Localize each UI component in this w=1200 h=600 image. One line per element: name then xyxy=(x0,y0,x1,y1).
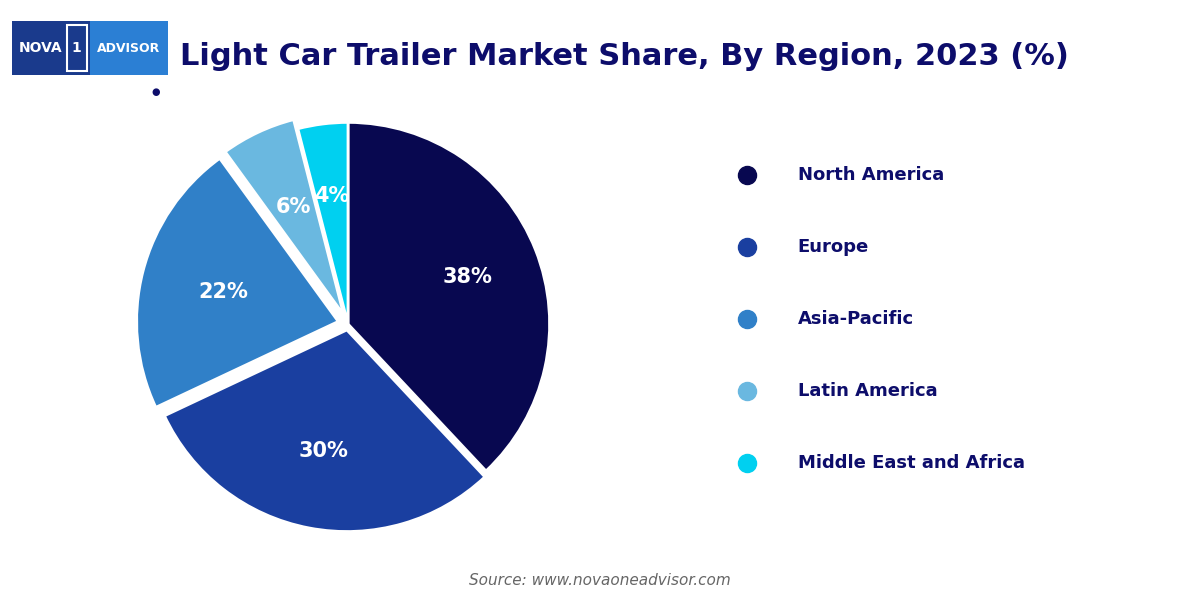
Text: Middle East and Africa: Middle East and Africa xyxy=(798,454,1025,472)
Text: Source: www.novaoneadvisor.com: Source: www.novaoneadvisor.com xyxy=(469,573,731,588)
Wedge shape xyxy=(298,122,348,324)
Text: 22%: 22% xyxy=(198,282,248,302)
Text: NOVA: NOVA xyxy=(18,41,62,55)
Text: ●: ● xyxy=(151,87,161,97)
Text: 6%: 6% xyxy=(275,197,311,217)
Text: Asia-Pacific: Asia-Pacific xyxy=(798,310,913,328)
Text: 1: 1 xyxy=(72,41,82,55)
Text: 38%: 38% xyxy=(443,266,493,287)
Text: Light Car Trailer Market Share, By Region, 2023 (%): Light Car Trailer Market Share, By Regio… xyxy=(180,42,1068,71)
Text: Europe: Europe xyxy=(798,238,869,256)
Bar xyxy=(90,21,168,75)
Text: Latin America: Latin America xyxy=(798,382,937,400)
Bar xyxy=(67,25,86,71)
Wedge shape xyxy=(226,119,343,315)
Wedge shape xyxy=(348,122,550,471)
Text: 4%: 4% xyxy=(314,186,349,206)
Text: 30%: 30% xyxy=(299,441,349,461)
Wedge shape xyxy=(164,330,485,532)
Text: North America: North America xyxy=(798,166,943,184)
Wedge shape xyxy=(137,158,338,407)
Text: ADVISOR: ADVISOR xyxy=(97,41,161,55)
